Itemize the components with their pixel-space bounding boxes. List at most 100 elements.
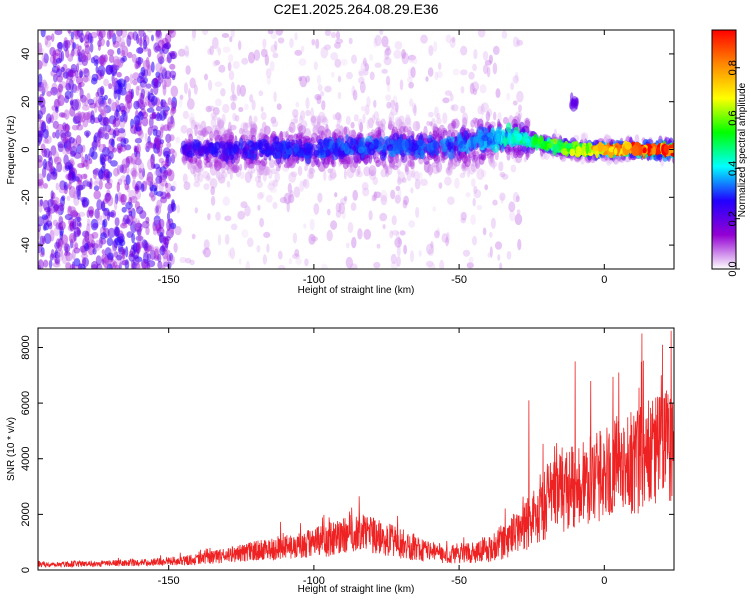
spectrogram-point (230, 124, 237, 131)
spectrogram-point (489, 231, 493, 238)
spectrogram-point (254, 144, 258, 150)
spectrogram-point (497, 161, 503, 172)
spectrogram-point (346, 71, 353, 80)
spectrogram-point (209, 130, 214, 142)
spectrogram-point (112, 261, 118, 268)
spectrogram-point (457, 157, 462, 164)
spectrogram-point (461, 155, 469, 164)
spectrogram-point (113, 127, 120, 137)
spectrogram-point (305, 75, 311, 83)
spectrogram-point (111, 101, 118, 112)
spectrogram-point (230, 94, 238, 102)
spectrogram-point (221, 132, 228, 140)
spectrogram-point (121, 45, 129, 58)
spectrogram-point (394, 194, 401, 204)
spectrogram-point (100, 54, 105, 66)
spectrogram-point (373, 191, 382, 199)
spectrogram-point (166, 228, 174, 239)
spectrogram-point (235, 166, 242, 178)
spectrogram-point (156, 52, 164, 62)
spectrogram-point (136, 47, 144, 54)
spectrogram-point (51, 33, 55, 42)
spectrogram-point (103, 106, 110, 114)
spectrogram-point (71, 48, 75, 57)
spectrogram-point (118, 102, 126, 113)
spectrogram-point (460, 162, 469, 172)
spectrogram-point (131, 216, 137, 225)
spectrogram-point (54, 30, 63, 36)
spectrogram-point (157, 260, 163, 269)
spectrogram-point (212, 155, 220, 164)
spectrogram-point (75, 76, 84, 85)
spectrogram-point (52, 50, 57, 60)
spectrogram-point (428, 262, 436, 269)
spectrogram-point (128, 210, 133, 217)
spectrogram-point (386, 81, 391, 93)
spectrogram-point (83, 68, 90, 78)
spectrogram-point (50, 145, 57, 156)
spectrogram-point (338, 158, 342, 167)
spectrogram-point (517, 238, 522, 251)
spectrogram-point (106, 30, 112, 40)
spectrogram-point (266, 76, 272, 85)
spectrogram-point (420, 178, 428, 186)
spectrogram-point (120, 49, 126, 57)
spectrogram-point (114, 83, 123, 95)
spectrogram-point (316, 115, 321, 126)
spectrogram-point (393, 49, 402, 60)
spectrogram-point (323, 169, 327, 181)
spectrogram-point (124, 101, 131, 114)
spectrogram-point (261, 121, 267, 134)
spectrogram-point (464, 130, 468, 137)
colorbar-label: Normalized spectral amplitude (737, 82, 748, 217)
spectrogram-point (46, 35, 52, 41)
spectrogram-point (147, 126, 153, 136)
spectrogram-point (116, 181, 121, 193)
spectrogram-point (139, 102, 146, 110)
spectrogram-point (40, 81, 49, 93)
spectrogram-point (173, 242, 178, 253)
spectrogram-point (63, 109, 70, 120)
spectrogram-point (98, 55, 105, 65)
spectrogram-point (153, 42, 160, 53)
spectrogram-point (466, 262, 474, 269)
spectrogram-point (102, 105, 108, 114)
spectrogram-point (186, 127, 193, 137)
spectrogram-point (53, 226, 60, 237)
spectrogram-point (472, 63, 477, 72)
spectrogram-point (281, 163, 290, 172)
spectrogram-point (460, 105, 466, 114)
spectrogram-point (72, 42, 77, 50)
spectrogram-point (264, 54, 269, 66)
spectrogram-point (63, 243, 71, 253)
spectrogram-point (439, 139, 444, 147)
spectrogram-point (285, 134, 291, 140)
spectrogram-point (217, 130, 222, 141)
spectrogram-point (247, 162, 251, 174)
spectrogram-point (597, 141, 604, 153)
spectrogram-point (249, 170, 253, 179)
spectrogram-point (303, 147, 311, 156)
spectrogram-point (87, 233, 95, 242)
spectrogram-point (216, 118, 225, 127)
spectrogram-point (324, 30, 331, 36)
spectrogram-point (189, 77, 196, 89)
spectrogram-point (193, 181, 201, 188)
spectrogram-point (316, 118, 321, 126)
spectrogram-x-tick-label: -150 (158, 274, 180, 286)
spectrogram-point (603, 134, 612, 144)
spectrogram-point (160, 160, 167, 168)
spectrogram-point (135, 258, 141, 269)
spectrogram-point (72, 218, 77, 230)
spectrogram-point (76, 124, 84, 131)
spectrogram-point (327, 168, 334, 174)
spectrogram-point (250, 151, 254, 164)
spectrogram-point (294, 249, 300, 257)
spectrogram-point (227, 127, 230, 135)
spectrogram-point (107, 49, 115, 56)
spectrogram-point (256, 245, 261, 253)
spectrogram-point (154, 248, 159, 260)
spectrogram-point (498, 161, 504, 172)
spectrogram-point (580, 132, 589, 142)
spectrogram-point (101, 200, 105, 211)
